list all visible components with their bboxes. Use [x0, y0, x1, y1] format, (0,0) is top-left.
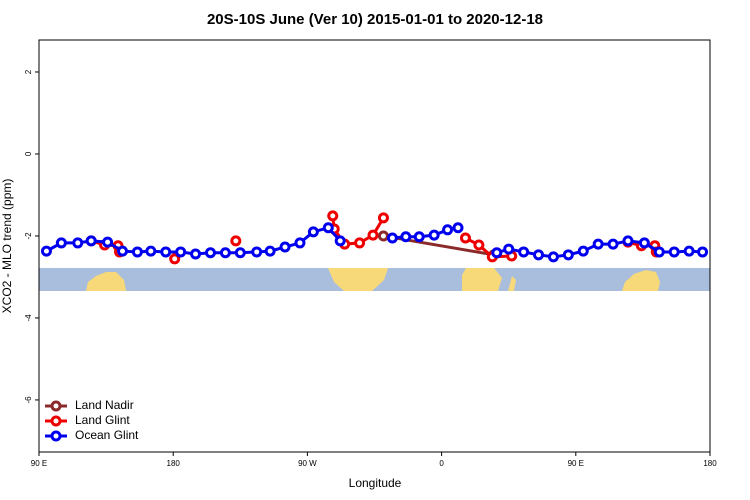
point: [55, 237, 67, 249]
plot-frame: [38, 39, 711, 453]
point: [547, 251, 559, 263]
point: [400, 231, 412, 243]
y-tick-label: -2: [24, 232, 33, 240]
point: [653, 246, 665, 258]
point: [219, 247, 231, 259]
point: [607, 238, 619, 250]
point: [131, 246, 143, 258]
point: [169, 253, 181, 265]
point: [459, 232, 471, 244]
point: [294, 237, 306, 249]
legend-marker: [50, 400, 62, 412]
point: [668, 246, 680, 258]
x-tick-label: 90 W: [298, 459, 317, 468]
chart-title: 20S-10S June (Ver 10) 2015-01-01 to 2020…: [207, 11, 543, 28]
point: [160, 246, 172, 258]
x-tick-label: 180: [167, 459, 181, 468]
point: [452, 222, 464, 234]
point: [473, 239, 485, 251]
point: [577, 245, 589, 257]
map-strip: [39, 268, 710, 291]
point: [204, 247, 216, 259]
point: [683, 245, 695, 257]
point: [175, 246, 187, 258]
point: [307, 226, 319, 238]
point: [322, 222, 334, 234]
point: [334, 235, 346, 247]
point: [428, 229, 440, 241]
point: [592, 238, 604, 250]
x-tick-label: 0: [439, 459, 444, 468]
x-tick-label: 90 E: [31, 459, 47, 468]
x-axis-label: Longitude: [349, 476, 402, 490]
point: [377, 230, 389, 242]
legend-label: Land Glint: [75, 413, 130, 427]
legend-label: Ocean Glint: [75, 428, 139, 442]
point: [72, 237, 84, 249]
legend-marker: [50, 415, 62, 427]
x-tick-label: 180: [703, 459, 717, 468]
point: [230, 235, 242, 247]
point: [117, 245, 129, 257]
point: [491, 247, 503, 259]
point: [518, 246, 530, 258]
point: [533, 249, 545, 261]
point: [85, 235, 97, 247]
point: [234, 247, 246, 259]
point: [442, 224, 454, 236]
point: [562, 249, 574, 261]
y-tick-label: 2: [24, 69, 33, 74]
point: [367, 229, 379, 241]
point: [413, 231, 425, 243]
point: [622, 235, 634, 247]
point: [386, 232, 398, 244]
point: [327, 210, 339, 222]
point: [503, 243, 515, 255]
point: [697, 246, 709, 258]
y-tick-label: 0: [24, 151, 33, 156]
y-tick-label: -6: [24, 396, 33, 404]
y-tick-label: -4: [24, 314, 33, 322]
point: [251, 246, 263, 258]
point: [264, 245, 276, 257]
point: [279, 241, 291, 253]
legend-marker: [50, 430, 62, 442]
x-tick-label: 90 E: [568, 459, 584, 468]
y-axis-label: XCO2 - MLO trend (ppm): [0, 179, 14, 314]
legend-label: Land Nadir: [75, 398, 134, 412]
point: [190, 248, 202, 260]
point: [377, 212, 389, 224]
point: [102, 236, 114, 248]
point: [145, 245, 157, 257]
point: [354, 237, 366, 249]
point: [40, 245, 52, 257]
point: [638, 237, 650, 249]
